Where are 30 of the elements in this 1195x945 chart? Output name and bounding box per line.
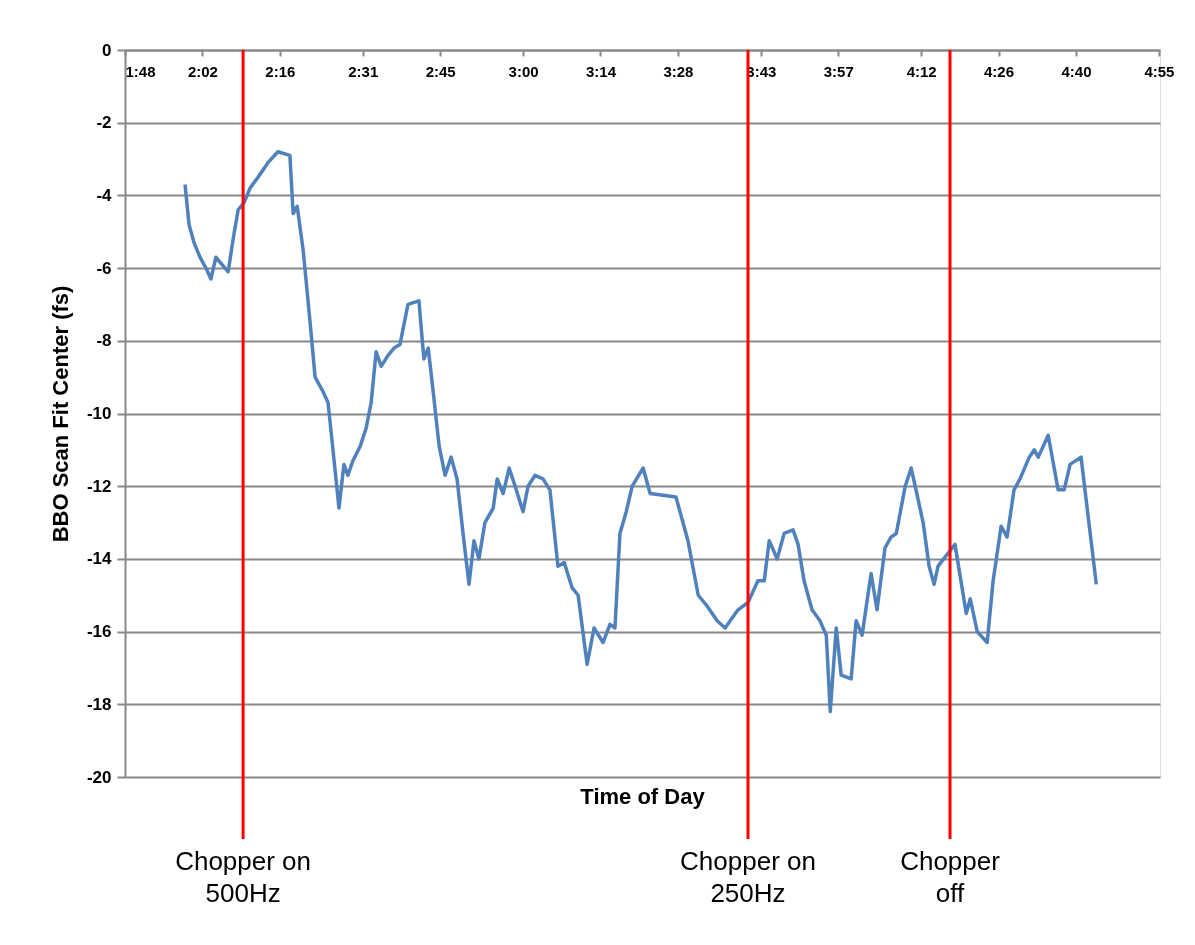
- x-tick-label: 3:00: [508, 62, 539, 80]
- ref-line-label: Chopper on 500Hz: [175, 846, 312, 908]
- y-tick-label: -16: [86, 622, 112, 642]
- ref-line-label: Chopper on 250Hz: [680, 846, 816, 908]
- x-tick-label: 2:31: [348, 62, 379, 80]
- y-tick-label: -4: [96, 185, 113, 205]
- y-tick-label: -8: [96, 331, 112, 351]
- y-tick-label: -20: [86, 767, 112, 787]
- x-tick-label: 3:14: [585, 62, 617, 80]
- y-axis-title: BBO Scan Fit Center (fs): [47, 285, 73, 543]
- x-tick-label: 4:40: [1061, 62, 1092, 80]
- x-tick-label: 3:57: [823, 62, 854, 80]
- y-tick-label: -10: [86, 404, 112, 423]
- x-tick-label: 4:55: [1144, 62, 1175, 80]
- y-tick-label: 0: [102, 40, 112, 60]
- y-tick-label: -18: [86, 694, 112, 714]
- x-axis-title: Time of Day: [580, 784, 706, 809]
- x-tick-label: 1:48: [125, 62, 156, 80]
- line-series: [183, 150, 1099, 714]
- x-tick-label: 4:12: [906, 62, 937, 80]
- x-tick-label: 2:16: [265, 62, 296, 80]
- x-tick-label: 3:28: [663, 62, 694, 80]
- y-tick-label: -6: [96, 258, 112, 278]
- ref-line-label: Chopper off: [900, 846, 1001, 908]
- y-tick-label: -14: [86, 549, 113, 569]
- y-tick-label: -2: [96, 113, 112, 133]
- x-tick-label: 4:26: [984, 62, 1015, 80]
- x-tick-label: 2:45: [425, 62, 456, 80]
- x-tick-label: 2:02: [187, 62, 218, 80]
- y-tick-label: -12: [86, 476, 112, 496]
